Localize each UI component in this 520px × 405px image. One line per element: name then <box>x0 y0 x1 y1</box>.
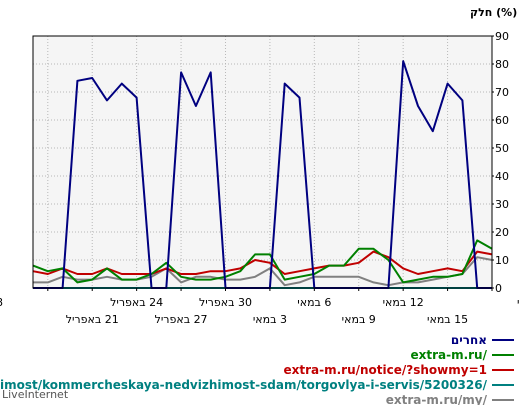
grid-lines <box>33 36 492 288</box>
x-tick-label: 9 במאי <box>342 313 376 326</box>
x-tick-label: 24 באפריל <box>110 296 163 309</box>
x-tick-labels: 18 במאי 12 במאי 6 במאי 30 באפריל 24 באפריל 18… <box>0 288 520 326</box>
series-line <box>33 256 493 287</box>
x-tick-label: 30 באפריל <box>199 296 252 309</box>
y-tick-label: 40 <box>495 170 509 183</box>
legend-label: zhimost/kommercheskaya-nedvizhimost-sdam… <box>0 378 488 392</box>
y-tick-label: 80 <box>495 58 509 71</box>
y-tick-label: 90 <box>495 30 509 43</box>
plot-border <box>32 35 493 289</box>
plot-background <box>33 36 492 288</box>
y-tick-labels: 0 10 20 30 40 50 60 70 80 90 <box>492 30 509 295</box>
y-tick-label: 0 <box>495 282 502 295</box>
y-tick-label: 50 <box>495 142 509 155</box>
legend-label: extra-m.ru/ <box>410 348 487 362</box>
legend: אחריםextra-m.ru/extra-m.ru/notice/?showm… <box>0 333 514 405</box>
legend-label: extra-m.ru/notice/?showmy=1 <box>284 363 488 377</box>
y-tick-label: 60 <box>495 114 509 127</box>
x-tick-label: 18 באפריל <box>0 296 3 309</box>
x-tick-label: 27 באפריל <box>155 313 208 326</box>
x-tick-label: 15 במאי <box>427 313 468 326</box>
legend-label: אחרים <box>451 333 487 347</box>
y-tick-label: 20 <box>495 226 509 239</box>
y-tick-label: 30 <box>495 198 509 211</box>
legend-label: extra-m.ru/my/ <box>386 393 488 405</box>
y-tick-label: 70 <box>495 86 509 99</box>
y-axis-label: חלק (%) <box>470 6 517 19</box>
x-tick-label: 6 במאי <box>297 296 331 309</box>
brand-label: LiveInternet <box>2 388 69 401</box>
y-tick-label: 10 <box>495 254 509 267</box>
x-tick-label: 21 באפריל <box>66 313 119 326</box>
x-tick-label: 3 במאי <box>253 313 287 326</box>
x-tick-label: 12 במאי <box>383 296 424 309</box>
x-tick-label: 18 במאי <box>517 296 520 309</box>
series-line <box>32 239 493 284</box>
